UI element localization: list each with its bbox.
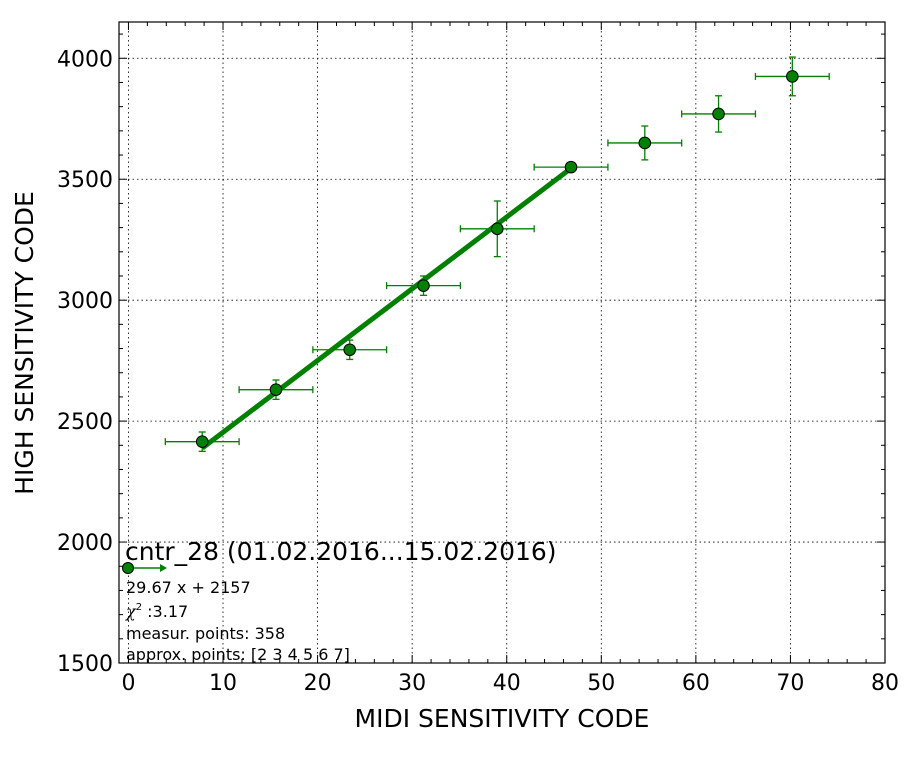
data-layer xyxy=(164,56,830,452)
legend-arrow-head xyxy=(160,564,167,572)
y-tick-label: 2000 xyxy=(57,531,113,556)
x-tick-label: 50 xyxy=(587,671,615,696)
legend-marker xyxy=(122,562,167,574)
chi2-text: χ2 :3.17 xyxy=(125,602,188,621)
data-point xyxy=(269,383,283,396)
data-point xyxy=(712,107,725,121)
data-point xyxy=(490,222,504,236)
x-tick-label: 60 xyxy=(682,671,710,696)
fit-equation: 29.67 x + 2157 xyxy=(126,578,251,597)
chi2-superscript: 2 xyxy=(136,602,142,613)
x-tick-label: 40 xyxy=(493,671,521,696)
grid xyxy=(119,22,886,664)
y-tick-label: 1500 xyxy=(57,652,113,677)
x-tick-label: 30 xyxy=(398,671,426,696)
x-tick-label: 80 xyxy=(871,671,899,696)
y-axis-label: HIGH SENSITIVITY CODE xyxy=(10,191,39,495)
annotation-title: cntr_28 (01.02.2016...15.02.2016) xyxy=(125,537,557,566)
data-point xyxy=(417,279,430,292)
approx-points: approx. points: [2 3 4 5 6 7] xyxy=(126,645,350,664)
data-point xyxy=(564,160,578,174)
data-point xyxy=(195,435,209,448)
fit-line xyxy=(200,166,573,451)
y-tick-label: 3500 xyxy=(57,168,113,193)
data-point xyxy=(638,136,652,150)
y-tick-label: 2500 xyxy=(57,410,113,435)
y-tick-label: 4000 xyxy=(57,47,113,72)
x-axis-label: MIDI SENSITIVITY CODE xyxy=(355,704,650,733)
x-tick-label: 20 xyxy=(304,671,332,696)
axis-ticks: 0 10 20 30 40 50 60 70 80 1500 2000 2500 3000 3500 400… xyxy=(57,22,899,696)
data-point xyxy=(343,343,357,357)
x-tick-label: 70 xyxy=(776,671,804,696)
chi2-symbol: χ xyxy=(125,602,137,621)
legend-marker-dot xyxy=(122,562,134,574)
x-tick-label: 0 xyxy=(121,671,135,696)
data-point xyxy=(786,70,799,83)
x-tick-label: 10 xyxy=(209,671,237,696)
annotation-box: cntr_28 (01.02.2016...15.02.2016) 29.67 … xyxy=(122,537,557,664)
measur-points: measur. points: 358 xyxy=(126,624,285,643)
chi2-value: :3.17 xyxy=(142,602,188,621)
y-tick-label: 3000 xyxy=(57,289,113,314)
plot-frame xyxy=(118,21,886,664)
